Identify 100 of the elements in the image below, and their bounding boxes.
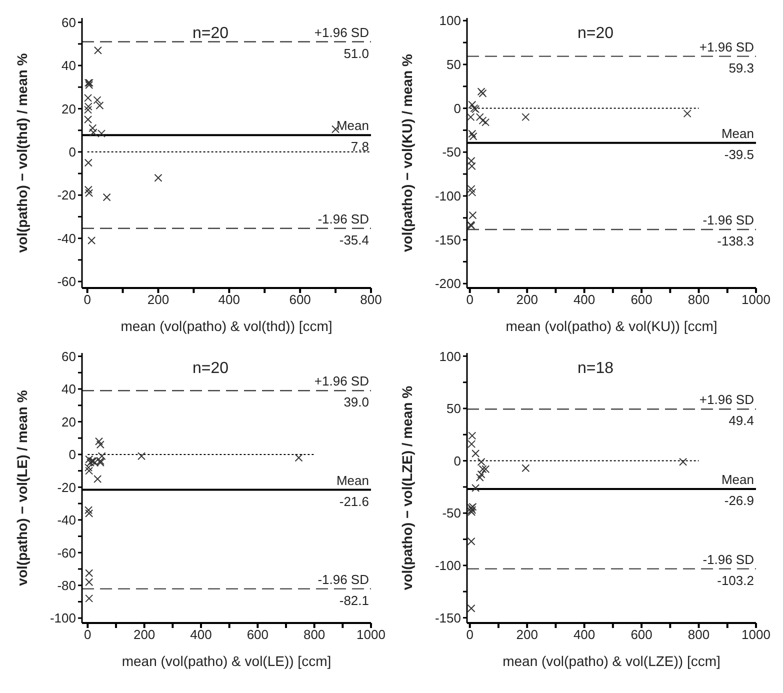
y-axis-title: vol(patho) − vol(KU) / mean %	[398, 53, 415, 252]
y-tick-label: 0	[68, 447, 76, 462]
y-tick-label: -60	[57, 545, 76, 560]
annotation: -82.1	[339, 592, 369, 608]
x-tick-label: 0	[84, 292, 91, 308]
annotation: 7.8	[350, 139, 369, 154]
y-tick-label: -60	[57, 274, 76, 290]
point	[467, 184, 476, 193]
y-tick-label: 50	[446, 401, 461, 416]
point	[468, 432, 476, 440]
point	[95, 437, 103, 446]
chart-title: n=20	[192, 360, 229, 377]
x-axis-title: mean (vol(patho) & vol(thd)) [ccm]	[120, 318, 332, 334]
point	[84, 158, 92, 167]
point	[84, 106, 92, 114]
point	[477, 470, 486, 478]
y-tick-label: -150	[434, 232, 461, 248]
point	[679, 458, 688, 466]
x-tick-label: 0	[84, 627, 92, 642]
ref-line-label: +1.96 SD	[699, 39, 754, 54]
x-tick-label: 0	[466, 292, 474, 308]
point	[522, 113, 530, 122]
y-tick-label: -40	[57, 512, 76, 528]
point	[84, 186, 92, 194]
x-tick-label: 400	[573, 627, 596, 642]
x-tick-label: 200	[133, 627, 156, 642]
y-tick-label: 0	[454, 453, 461, 468]
y-tick-label: -100	[50, 610, 76, 626]
point	[98, 452, 106, 460]
x-tick-label: 1000	[742, 292, 770, 308]
x-tick-label: 400	[218, 292, 240, 308]
point	[96, 101, 104, 110]
annotation: 39.0	[344, 394, 369, 410]
chart-title: n=18	[577, 360, 614, 377]
point	[85, 594, 94, 602]
point	[472, 484, 480, 492]
x-tick-label: 800	[688, 292, 710, 308]
point	[467, 604, 476, 612]
x-tick-label: 1000	[356, 627, 386, 642]
ref-line-label: -1.96 SD	[318, 572, 369, 587]
point	[468, 188, 476, 196]
y-tick-label: -50	[442, 506, 461, 521]
point	[84, 506, 93, 514]
y-tick-label: -150	[434, 610, 461, 626]
point	[85, 188, 94, 197]
y-tick-label: -200	[434, 276, 461, 292]
y-tick-label: -20	[57, 188, 76, 203]
point	[88, 124, 97, 132]
x-axis-title: mean (vol(patho) & vol(LZE)) [ccm]	[502, 653, 720, 669]
x-tick-label: 1000	[742, 627, 770, 642]
point	[85, 80, 94, 89]
y-tick-label: 40	[62, 58, 76, 74]
point	[294, 454, 303, 462]
x-axis-title: mean (vol(patho) & vol(KU)) [ccm]	[506, 318, 718, 334]
x-tick-label: 200	[516, 292, 538, 308]
x-tick-label: 800	[360, 292, 382, 308]
y-tick-label: 100	[439, 348, 461, 364]
y-tick-label: -50	[442, 144, 461, 160]
y-tick-label: 0	[68, 144, 76, 160]
point	[472, 449, 480, 458]
point	[522, 464, 530, 472]
point	[468, 130, 476, 138]
point	[482, 465, 490, 474]
x-tick-label: 400	[190, 627, 212, 642]
y-tick-label: 40	[62, 382, 76, 397]
point	[85, 455, 94, 464]
y-tick-label: 60	[62, 348, 76, 364]
x-tick-label: 0	[466, 627, 474, 642]
point	[478, 465, 487, 474]
annotation: -39.5	[724, 146, 754, 162]
x-tick-label: 600	[630, 627, 652, 642]
point	[468, 162, 476, 170]
annotation: -21.6	[339, 494, 369, 509]
point	[154, 174, 162, 182]
ref-line-label: -1.96 SD	[702, 552, 754, 567]
ref-line-label: Mean	[336, 118, 369, 134]
point	[467, 537, 476, 546]
chart-title: n=20	[577, 25, 614, 42]
point	[93, 96, 102, 104]
y-tick-label: 60	[62, 14, 76, 30]
y-tick-label: -100	[434, 188, 461, 204]
point	[468, 100, 476, 109]
point	[94, 46, 102, 54]
x-tick-label: 600	[289, 292, 311, 308]
x-tick-label: 600	[630, 292, 652, 308]
point	[482, 118, 490, 126]
point	[84, 464, 93, 472]
x-tick-label: 800	[303, 627, 326, 642]
point	[476, 474, 484, 482]
point	[478, 116, 487, 125]
annotation: 49.4	[728, 413, 754, 428]
point	[469, 132, 478, 140]
x-tick-label: 400	[573, 292, 596, 308]
x-tick-label: 200	[516, 627, 538, 642]
annotation: -35.4	[339, 232, 369, 248]
point	[94, 475, 102, 483]
y-tick-label: 20	[62, 101, 76, 116]
x-axis-title: mean (vol(patho) & vol(LE)) [ccm]	[122, 653, 332, 669]
point	[84, 102, 92, 111]
ref-line-label: Mean	[336, 472, 369, 488]
